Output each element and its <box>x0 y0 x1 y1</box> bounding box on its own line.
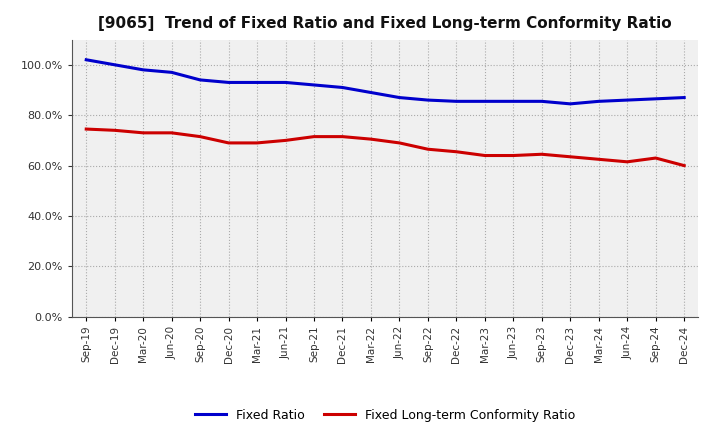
Fixed Long-term Conformity Ratio <box>480 153 489 158</box>
Fixed Ratio <box>196 77 204 83</box>
Fixed Long-term Conformity Ratio <box>423 147 432 152</box>
Fixed Long-term Conformity Ratio <box>623 159 631 165</box>
Fixed Ratio <box>139 67 148 73</box>
Fixed Ratio <box>623 97 631 103</box>
Fixed Long-term Conformity Ratio <box>282 138 290 143</box>
Line: Fixed Long-term Conformity Ratio: Fixed Long-term Conformity Ratio <box>86 129 684 165</box>
Fixed Long-term Conformity Ratio <box>167 130 176 136</box>
Fixed Long-term Conformity Ratio <box>509 153 518 158</box>
Fixed Long-term Conformity Ratio <box>110 128 119 133</box>
Fixed Long-term Conformity Ratio <box>338 134 347 139</box>
Fixed Ratio <box>509 99 518 104</box>
Fixed Ratio <box>595 99 603 104</box>
Fixed Ratio <box>82 57 91 62</box>
Fixed Ratio <box>225 80 233 85</box>
Fixed Long-term Conformity Ratio <box>82 126 91 132</box>
Fixed Ratio <box>537 99 546 104</box>
Fixed Long-term Conformity Ratio <box>566 154 575 159</box>
Fixed Long-term Conformity Ratio <box>680 163 688 168</box>
Title: [9065]  Trend of Fixed Ratio and Fixed Long-term Conformity Ratio: [9065] Trend of Fixed Ratio and Fixed Lo… <box>99 16 672 32</box>
Legend: Fixed Ratio, Fixed Long-term Conformity Ratio: Fixed Ratio, Fixed Long-term Conformity … <box>190 404 580 427</box>
Fixed Long-term Conformity Ratio <box>196 134 204 139</box>
Fixed Ratio <box>480 99 489 104</box>
Line: Fixed Ratio: Fixed Ratio <box>86 60 684 104</box>
Fixed Long-term Conformity Ratio <box>452 149 461 154</box>
Fixed Ratio <box>452 99 461 104</box>
Fixed Ratio <box>395 95 404 100</box>
Fixed Ratio <box>652 96 660 102</box>
Fixed Ratio <box>110 62 119 67</box>
Fixed Ratio <box>167 70 176 75</box>
Fixed Long-term Conformity Ratio <box>253 140 261 146</box>
Fixed Ratio <box>423 97 432 103</box>
Fixed Ratio <box>310 82 318 88</box>
Fixed Long-term Conformity Ratio <box>139 130 148 136</box>
Fixed Ratio <box>366 90 375 95</box>
Fixed Long-term Conformity Ratio <box>537 152 546 157</box>
Fixed Long-term Conformity Ratio <box>595 157 603 162</box>
Fixed Long-term Conformity Ratio <box>652 155 660 161</box>
Fixed Ratio <box>282 80 290 85</box>
Fixed Ratio <box>566 101 575 106</box>
Fixed Long-term Conformity Ratio <box>395 140 404 146</box>
Fixed Ratio <box>253 80 261 85</box>
Fixed Ratio <box>680 95 688 100</box>
Fixed Long-term Conformity Ratio <box>225 140 233 146</box>
Fixed Ratio <box>338 85 347 90</box>
Fixed Long-term Conformity Ratio <box>366 136 375 142</box>
Fixed Long-term Conformity Ratio <box>310 134 318 139</box>
